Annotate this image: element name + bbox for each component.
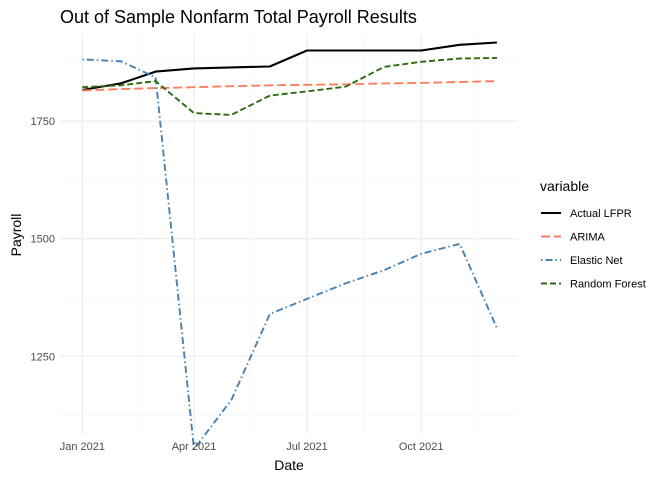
series-line-elastic-net xyxy=(82,58,498,451)
legend-label-random-forest: Random Forest xyxy=(570,279,646,291)
series-line-random-forest xyxy=(82,57,497,116)
series-line-arima xyxy=(82,80,497,92)
y-tick-labels: 1250 1500 1750 xyxy=(31,116,55,363)
x-tick-label: Jul 2021 xyxy=(286,441,328,453)
x-tick-label: Jan 2021 xyxy=(60,441,105,453)
x-axis-title: Date xyxy=(274,457,304,473)
grid xyxy=(60,34,518,434)
y-axis-title: Payroll xyxy=(8,214,24,257)
x-tick-label: Oct 2021 xyxy=(399,441,444,453)
y-tick-label: 1750 xyxy=(31,116,55,128)
series-line-actual-lfpr xyxy=(82,41,497,92)
y-tick-label: 1500 xyxy=(31,234,55,246)
x-tick-label: Apr 2021 xyxy=(172,441,217,453)
legend: variable Actual LFPR ARIMA Elastic Net Rand… xyxy=(540,178,646,291)
legend-label-arima: ARIMA xyxy=(570,232,606,244)
legend-label-actual-lfpr: Actual LFPR xyxy=(570,208,632,220)
series-lines xyxy=(82,41,498,451)
legend-label-elastic-net: Elastic Net xyxy=(570,255,623,267)
chart-title: Out of Sample Nonfarm Total Payroll Resu… xyxy=(60,7,417,27)
x-tick-labels: Jan 2021 Apr 2021 Jul 2021 Oct 2021 xyxy=(60,441,444,453)
y-tick-label: 1250 xyxy=(31,351,55,363)
legend-title: variable xyxy=(540,178,589,194)
